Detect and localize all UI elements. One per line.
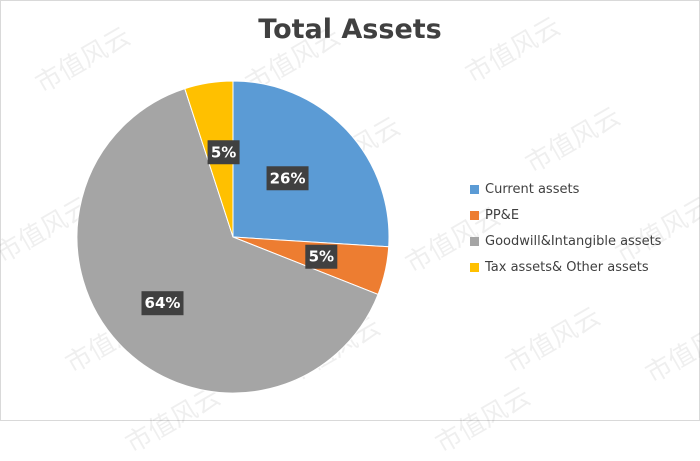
data-label-box bbox=[207, 140, 240, 165]
data-label: 5% bbox=[305, 244, 338, 269]
data-label-box bbox=[141, 291, 184, 316]
pie-slice bbox=[232, 80, 390, 248]
legend-swatch bbox=[470, 236, 479, 246]
legend-swatch bbox=[470, 210, 479, 220]
data-label-box bbox=[266, 166, 309, 191]
data-label: 5% bbox=[207, 140, 240, 165]
legend-item-goodwill-intangible: Goodwill&Intangible assets bbox=[470, 228, 661, 254]
legend-item-tax-other: Tax assets& Other assets bbox=[470, 254, 661, 280]
legend-item-current-assets: Current assets bbox=[470, 176, 661, 202]
pie-slice bbox=[76, 88, 379, 394]
data-label-text: 5% bbox=[309, 248, 334, 266]
data-label-text: 26% bbox=[270, 169, 306, 187]
legend-swatch bbox=[470, 262, 479, 272]
data-label-text: 5% bbox=[211, 143, 236, 161]
legend-item-ppe: PP&E bbox=[470, 202, 661, 228]
data-label: 64% bbox=[141, 291, 184, 316]
legend-label: PP&E bbox=[485, 207, 520, 223]
data-label-text: 64% bbox=[145, 294, 181, 312]
legend-label: Goodwill&Intangible assets bbox=[485, 233, 662, 249]
chart-title: Total Assets bbox=[258, 14, 442, 45]
legend-swatch bbox=[470, 184, 479, 194]
data-label: 26% bbox=[266, 166, 309, 191]
legend-label: Current assets bbox=[485, 181, 580, 197]
chart-legend: Current assets PP&E Goodwill&Intangible … bbox=[470, 176, 661, 280]
legend-label: Tax assets& Other assets bbox=[485, 259, 649, 275]
pie-chart: 26% 5% 64% 5% bbox=[76, 80, 390, 394]
data-label-box bbox=[305, 244, 338, 269]
